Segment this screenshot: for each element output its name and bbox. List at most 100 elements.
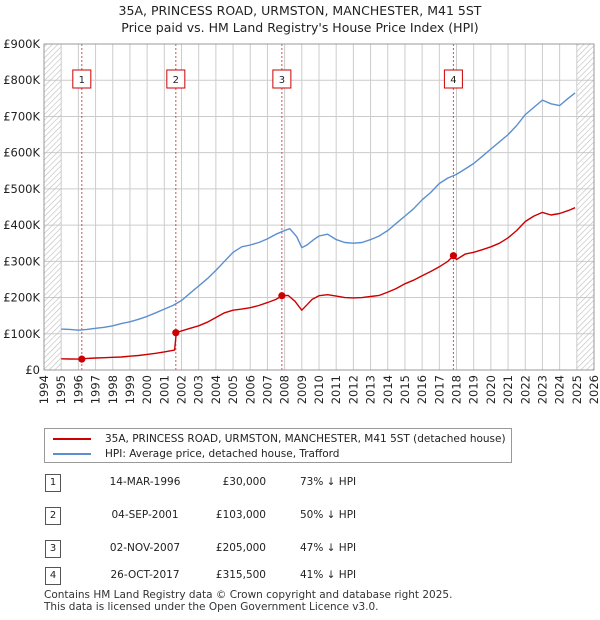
sale-label: 4 — [450, 75, 456, 86]
y-tick-label: £200K — [3, 291, 40, 305]
x-tick-label: 2018 — [450, 375, 464, 404]
title-line-1: 35A, PRINCESS ROAD, URMSTON, MANCHESTER,… — [118, 3, 482, 18]
legend-label-hpi: HPI: Average price, detached house, Traf… — [105, 447, 340, 460]
sale-point — [172, 329, 180, 337]
sale-point — [449, 252, 458, 260]
x-tick-label: 2021 — [501, 375, 515, 404]
x-tick-label: 2019 — [467, 375, 481, 404]
transaction-price: £30,000 — [222, 476, 266, 488]
sale-label: 3 — [279, 75, 285, 86]
transaction-number: 4 — [45, 567, 61, 585]
y-tick-label: £900K — [3, 37, 40, 51]
legend-item-property: 35A, PRINCESS ROAD, URMSTON, MANCHESTER,… — [53, 431, 506, 446]
title-line-2: Price paid vs. HM Land Registry's House … — [121, 20, 479, 35]
x-tick-label: 1994 — [37, 375, 51, 404]
x-tick-label: 2014 — [381, 375, 395, 404]
plot-frame — [43, 43, 595, 371]
legend: 35A, PRINCESS ROAD, URMSTON, MANCHESTER,… — [44, 428, 512, 463]
grid — [43, 43, 595, 371]
past-hatch — [44, 44, 62, 370]
transaction-number: 2 — [45, 507, 61, 525]
sale-points — [78, 252, 458, 363]
x-tick-label: 2000 — [140, 375, 154, 404]
x-tick-label: 2016 — [415, 375, 429, 404]
footer: Contains HM Land Registry data © Crown c… — [44, 589, 452, 613]
transaction-date: 14-MAR-1996 — [109, 476, 181, 488]
transaction-hpi: 73% ↓ HPI — [300, 476, 357, 488]
table-row: 4 26-OCT-2017 £315,500 41% ↓ HPI — [42, 567, 582, 587]
x-tick-label: 2025 — [570, 375, 584, 404]
legend-item-hpi: HPI: Average price, detached house, Traf… — [53, 446, 339, 461]
y-tick-label: £0 — [25, 363, 40, 377]
sale-label: 2 — [173, 75, 179, 86]
axes: £0 £100K £200K £300K £400K £500K £600K £700K £80… — [3, 37, 600, 404]
sale-label-box — [166, 69, 186, 89]
legend-label-property: 35A, PRINCESS ROAD, URMSTON, MANCHESTER,… — [105, 432, 506, 445]
x-tick-label: 2001 — [157, 375, 171, 404]
x-tick-label: 2020 — [484, 375, 498, 404]
x-tick-label: 1999 — [123, 375, 137, 404]
y-tick-label: £800K — [3, 73, 40, 87]
x-tick-label: 2012 — [346, 375, 360, 404]
legend-swatch-property — [53, 437, 91, 440]
table-row: 3 02-NOV-2007 £205,000 47% ↓ HPI — [42, 540, 582, 560]
sale-labels: 1 2 3 4 — [72, 69, 463, 89]
table-row: 1 14-MAR-1996 £30,000 73% ↓ HPI — [42, 474, 582, 494]
transaction-price: £205,000 — [215, 542, 266, 554]
y-tick-label: £600K — [3, 146, 40, 160]
legend-swatch-hpi — [53, 452, 91, 455]
x-tick-label: 2023 — [535, 375, 549, 404]
transaction-date: 04-SEP-2001 — [111, 509, 179, 521]
sale-label: 1 — [79, 75, 85, 86]
table-row: 2 04-SEP-2001 £103,000 50% ↓ HPI — [42, 507, 582, 527]
x-tick-label: 2002 — [175, 375, 189, 404]
x-tick-label: 2009 — [295, 375, 309, 404]
y-tick-label: £400K — [3, 218, 40, 232]
y-tick-label: £100K — [3, 327, 40, 341]
sale-label-box — [443, 69, 463, 89]
x-tick-label: 2013 — [364, 375, 378, 404]
x-tick-label: 2015 — [398, 375, 412, 404]
x-tick-label: 2022 — [518, 375, 532, 404]
sale-label-box — [272, 69, 292, 89]
transaction-price: £315,500 — [215, 569, 266, 581]
transaction-number: 3 — [45, 540, 61, 558]
hpi-line — [61, 92, 576, 331]
chart-title: 35A, PRINCESS ROAD, URMSTON, MANCHESTER,… — [0, 2, 600, 36]
x-tick-label: 2008 — [278, 375, 292, 404]
x-tick-label: 2010 — [312, 375, 326, 404]
x-tick-label: 2004 — [209, 375, 223, 404]
x-tick-label: 1997 — [89, 375, 103, 404]
transaction-date: 02-NOV-2007 — [109, 542, 181, 554]
transaction-hpi: 41% ↓ HPI — [300, 569, 357, 581]
x-tick-label: 2005 — [226, 375, 240, 404]
series-lines — [61, 92, 576, 360]
future-hatch — [576, 44, 594, 370]
x-tick-label: 2006 — [243, 375, 257, 404]
transaction-date: 26-OCT-2017 — [110, 569, 180, 581]
transaction-number: 1 — [45, 474, 61, 492]
sale-label-box — [72, 69, 92, 89]
future-hatch-region — [44, 44, 594, 370]
transaction-hpi: 50% ↓ HPI — [300, 509, 357, 521]
x-tick-label: 2003 — [192, 375, 206, 404]
y-tick-label: £500K — [3, 182, 40, 196]
x-tick-label: 2024 — [553, 375, 567, 404]
x-tick-label: 1995 — [54, 375, 68, 404]
property-price-line — [61, 207, 576, 360]
price-chart: 1 2 3 4 £0 £100K £200K £300K £400K £500K £600K £70… — [3, 37, 600, 404]
footer-licence: This data is licensed under the Open Gov… — [44, 601, 379, 613]
sale-point — [78, 355, 86, 363]
footer-copyright: Contains HM Land Registry data © Crown c… — [44, 589, 453, 601]
x-tick-label: 2007 — [260, 375, 274, 404]
x-tick-label: 1996 — [71, 375, 85, 404]
y-tick-label: £700K — [3, 109, 40, 123]
x-tick-label: 1998 — [106, 375, 120, 404]
x-tick-label: 2011 — [329, 375, 343, 404]
x-tick-label: 2026 — [587, 375, 600, 404]
x-tick-label: 2017 — [432, 375, 446, 404]
sale-point — [278, 292, 286, 300]
y-tick-label: £300K — [3, 254, 40, 268]
transaction-price: £103,000 — [215, 509, 266, 521]
transaction-hpi: 47% ↓ HPI — [300, 542, 357, 554]
